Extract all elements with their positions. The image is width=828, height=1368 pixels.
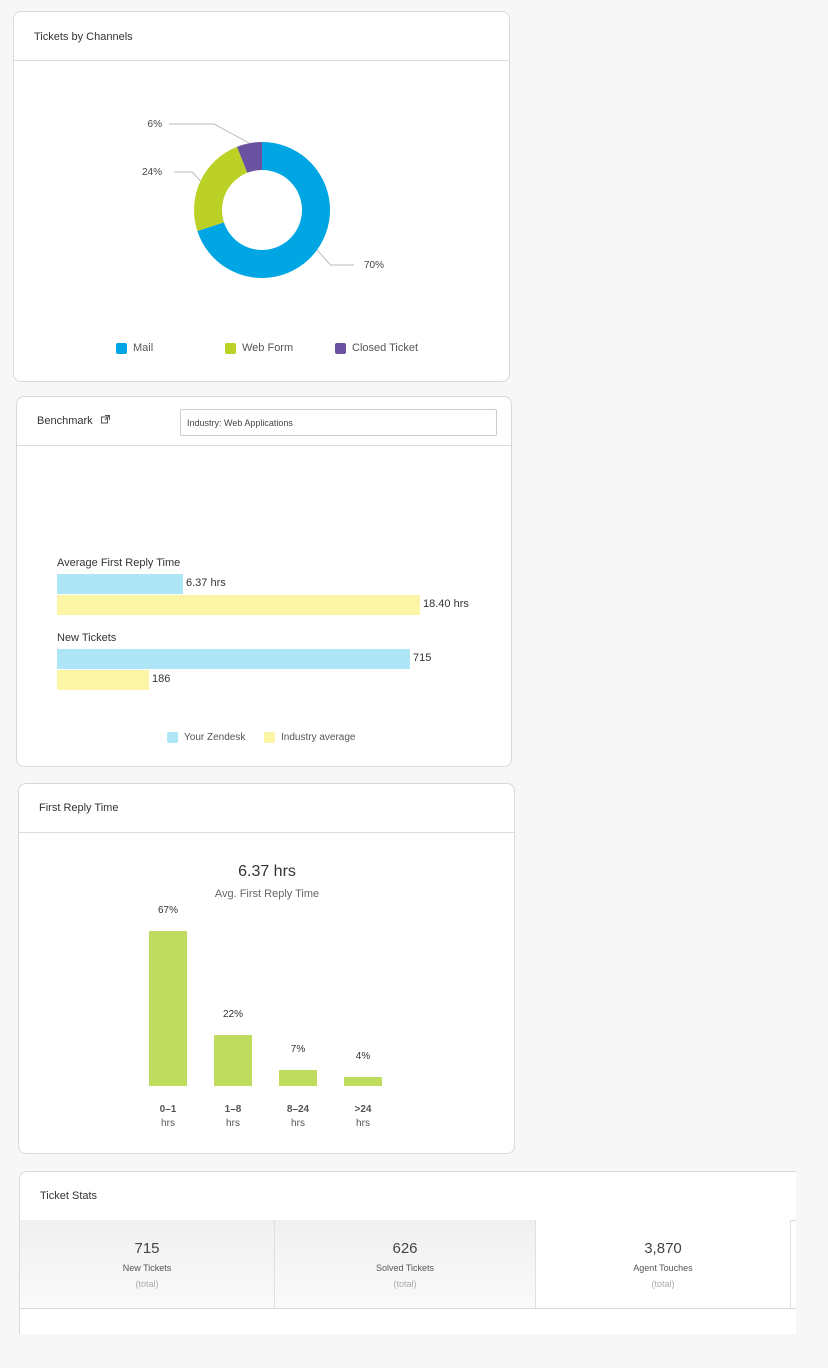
reply-bar-category: 8–24 [287,1104,310,1115]
donut-slice-mail[interactable] [197,142,330,278]
legend-swatch [335,342,346,354]
stat-label: Agent Touches [633,1263,693,1273]
stat-sublabel: (total) [651,1279,675,1289]
reply-bar[interactable] [149,931,187,1086]
legend-swatch [225,342,236,354]
donut-slice-web-form[interactable] [194,146,248,232]
benchmark-category-label: Average First Reply Time [57,557,181,569]
leader-line [169,123,250,144]
legend-label: Web Form [242,342,294,354]
stat-sublabel: (total) [135,1279,159,1289]
panel-title: Ticket Stats [40,1190,98,1202]
benchmark-bar-value: 186 [152,673,171,685]
benchmark-bar-industry-average[interactable] [57,670,149,690]
legend-swatch [264,732,275,743]
stat-value: 626 [392,1240,418,1257]
panel-title: Tickets by Channels [34,31,133,43]
panel-title: First Reply Time [39,802,119,814]
legend-swatch [167,732,178,743]
stat-agent-touches[interactable]: 3,870 Agent Touches (total) [536,1220,791,1308]
reply-bar[interactable] [344,1077,382,1086]
external-link-icon[interactable] [100,415,110,427]
legend-item-industry-average[interactable]: Industry average [264,732,356,743]
reply-bar-value: 7% [291,1044,306,1055]
donut-slice-closed-ticket[interactable] [236,142,262,173]
legend-item-closed-ticket[interactable]: Closed Ticket [335,342,418,354]
legend-item-your-zendesk[interactable]: Your Zendesk [167,732,245,743]
legend-label: Closed Ticket [352,342,419,354]
donut-chart: 70% 24% 6% [142,119,384,278]
slice-label: 70% [364,260,384,271]
donut-hole [223,171,301,249]
reply-bar-category: 0–1 [160,1104,177,1115]
avg-reply-value: 6.37 hrs [238,863,296,880]
ticket-stats-panel: Ticket Stats 715 New Tickets (total) 626 Sol… [19,1171,796,1334]
tickets-by-channels-panel: Tickets by Channels 70% 24% 6% Mail Web For… [13,11,510,382]
benchmark-category-label: New Tickets [57,632,117,644]
benchmark-bar-your-zendesk[interactable] [57,649,410,669]
reply-bar-value: 22% [223,1009,243,1020]
reply-bar-value: 67% [158,905,178,916]
benchmark-bar-value: 6.37 hrs [186,577,226,589]
stat-value: 3,870 [644,1240,682,1257]
stat-new-tickets[interactable]: 715 New Tickets (total) [20,1220,275,1308]
reply-bar-category: 1–8 [225,1104,242,1115]
stat-sublabel: (total) [393,1279,417,1289]
legend-swatch [116,342,127,354]
leader-line [316,249,354,266]
slice-label: 6% [148,119,163,130]
leader-line [174,171,201,182]
stat-solved-tickets[interactable]: 626 Solved Tickets (total) [275,1220,536,1308]
reply-bar[interactable] [214,1035,252,1086]
divider [19,832,514,833]
first-reply-time-panel: First Reply Time 6.37 hrs Avg. First Rep… [18,783,515,1154]
benchmark-bar-your-zendesk[interactable] [57,574,183,594]
stat-label: Solved Tickets [375,1263,435,1273]
benchmark-panel: Benchmark Industry: Web Applications Ave… [16,396,512,767]
benchmark-title: Benchmark [37,415,93,427]
legend-item-mail[interactable]: Mail [116,342,153,354]
stat-label: New Tickets [122,1263,172,1273]
divider [14,60,509,61]
reply-bar-category: >24 [355,1104,372,1115]
legend-label: Your Zendesk [184,732,246,743]
panel-title: Benchmark [37,415,110,427]
reply-bar-unit: hrs [291,1118,305,1129]
legend-item-web-form[interactable]: Web Form [225,342,293,354]
avg-reply-label: Avg. First Reply Time [214,888,320,900]
legend-label: Mail [133,342,154,354]
stat-value: 715 [134,1240,160,1257]
reply-bar-unit: hrs [226,1118,240,1129]
reply-bar-value: 4% [356,1051,371,1062]
benchmark-bar-value: 18.40 hrs [423,598,469,610]
reply-bar-unit: hrs [161,1118,175,1129]
divider [17,445,511,446]
legend-label: Industry average [281,732,356,743]
slice-label: 24% [142,167,162,178]
benchmark-bar-industry-average[interactable] [57,595,420,615]
reply-bar-unit: hrs [356,1118,370,1129]
first-reply-bar-chart: 67% 0–1 hrs 22% 1–8 hrs 7% 8–24 hrs 4% >24 hrs [149,905,382,1129]
reply-bar[interactable] [279,1070,317,1086]
benchmark-bar-value: 715 [413,652,432,664]
industry-select[interactable]: Industry: Web Applications [180,409,497,436]
divider [20,1308,796,1309]
